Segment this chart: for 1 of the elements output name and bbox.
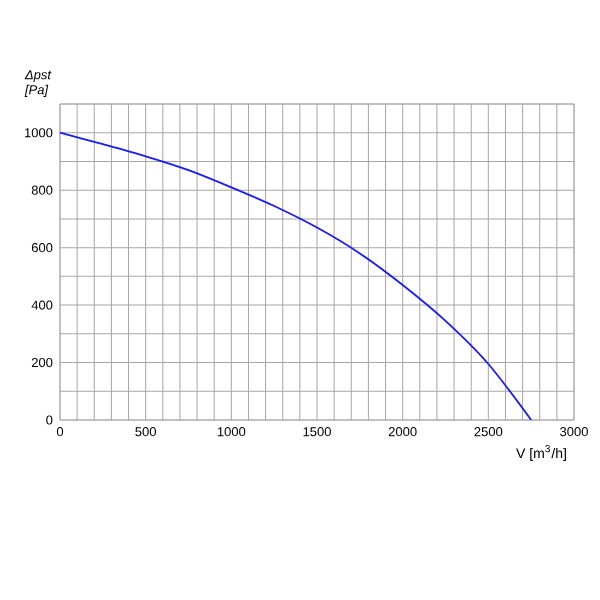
line-series bbox=[60, 131, 533, 420]
